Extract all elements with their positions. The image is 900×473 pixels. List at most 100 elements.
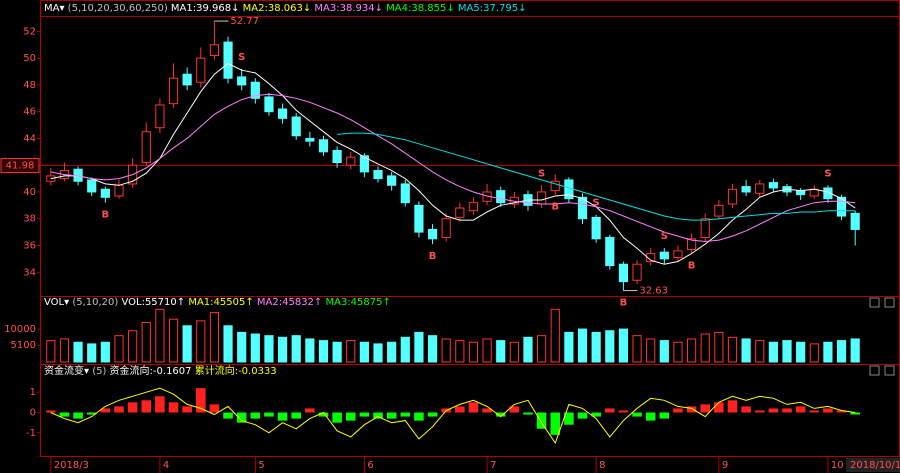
candle-body bbox=[468, 202, 479, 212]
volume-bar bbox=[632, 335, 642, 363]
volume-bar bbox=[823, 341, 833, 363]
signal: S bbox=[824, 168, 831, 179]
candle-body bbox=[632, 263, 642, 281]
x-tick-label: 7 bbox=[490, 460, 496, 471]
volume-bar bbox=[782, 340, 792, 363]
flow-bar bbox=[386, 412, 397, 419]
candle-body bbox=[455, 207, 465, 218]
candle-body bbox=[141, 131, 151, 164]
ma-line bbox=[50, 93, 856, 243]
flow-bar bbox=[836, 410, 847, 413]
flow-bar bbox=[495, 412, 506, 417]
candle-body bbox=[727, 188, 738, 205]
candle-body bbox=[196, 57, 206, 83]
button[interactable] bbox=[869, 297, 880, 308]
button[interactable] bbox=[884, 365, 895, 376]
flow-bar bbox=[850, 412, 860, 415]
candle-body bbox=[700, 218, 710, 238]
volume-bar bbox=[414, 331, 424, 363]
flow-bar bbox=[182, 406, 192, 413]
flow-bar bbox=[659, 412, 670, 419]
volume-bar bbox=[346, 340, 356, 363]
extreme-label: 32.63 bbox=[639, 286, 668, 297]
flow-bar bbox=[482, 408, 492, 413]
y-tick-label: 50 bbox=[23, 53, 36, 64]
flow-bar bbox=[823, 408, 833, 413]
candle-body bbox=[387, 175, 397, 186]
flow-header: 资金流变▾ (5) 资金流向:-0.1607 累计流向:-0.0333 bbox=[44, 364, 277, 377]
candle-body bbox=[346, 156, 356, 166]
y-tick-label: 0 bbox=[30, 408, 36, 419]
flow-bar bbox=[714, 402, 724, 413]
x-tick-label: 9 bbox=[722, 460, 728, 471]
volume-bar bbox=[223, 325, 233, 363]
flow-bar bbox=[550, 412, 561, 435]
volume-bar bbox=[550, 308, 560, 363]
flow-bar bbox=[155, 396, 165, 413]
y-tick-label: 44 bbox=[23, 133, 36, 144]
button[interactable] bbox=[884, 297, 895, 308]
volume-bar bbox=[577, 328, 588, 363]
volume-bar bbox=[564, 331, 574, 363]
candle-body bbox=[550, 180, 560, 192]
candle-body bbox=[114, 184, 124, 197]
extreme-label: 52.77 bbox=[230, 16, 259, 27]
flow-bar bbox=[46, 410, 56, 413]
header-item: MA5:37.795↓ bbox=[458, 3, 527, 14]
candle-body bbox=[768, 182, 778, 189]
header-item: MA1:39.968↓ bbox=[171, 3, 243, 14]
x-tick-label: 5 bbox=[258, 460, 264, 471]
candle-body bbox=[496, 190, 506, 204]
header-item: MA▾ bbox=[44, 3, 65, 14]
flow-bar bbox=[605, 408, 615, 413]
x-tick-label: 2018/3 bbox=[54, 460, 89, 471]
flow-bar bbox=[168, 402, 179, 413]
x-tick-label: 8 bbox=[599, 460, 605, 471]
volume-bar bbox=[250, 333, 260, 363]
candle-body bbox=[414, 204, 424, 233]
header-item: (5) bbox=[92, 366, 109, 377]
volume-bar bbox=[264, 335, 274, 363]
candle-body bbox=[318, 139, 329, 153]
flow-bar bbox=[700, 404, 710, 413]
y-tick-label: 36 bbox=[23, 240, 36, 251]
candle-body bbox=[714, 204, 724, 217]
header-item: MA1:45505↑ bbox=[188, 297, 257, 308]
volume-bar bbox=[182, 325, 192, 363]
flow-bar bbox=[400, 412, 411, 417]
signal: B bbox=[620, 298, 628, 309]
flow-bar bbox=[73, 412, 83, 419]
volume-bar bbox=[400, 336, 410, 363]
volume-bar bbox=[87, 343, 97, 363]
panel-buttons[interactable] bbox=[869, 297, 895, 376]
y-tick-label: 10000 bbox=[4, 324, 36, 335]
candle-body bbox=[305, 137, 315, 142]
candle-body bbox=[155, 104, 165, 129]
volume-bar bbox=[100, 341, 110, 363]
volume-bar bbox=[809, 343, 819, 363]
flow-bar bbox=[686, 406, 697, 413]
flow-bar bbox=[782, 408, 792, 413]
flow-bar bbox=[536, 412, 547, 429]
last-price-label: 41.98 bbox=[6, 160, 35, 171]
candle-body bbox=[605, 236, 615, 267]
x-tick-label: 4 bbox=[163, 460, 169, 471]
candle-body bbox=[823, 187, 833, 200]
flow-bar bbox=[196, 388, 206, 413]
y-tick-label: 38 bbox=[23, 214, 36, 225]
volume-bar bbox=[277, 336, 288, 363]
flow-bar bbox=[591, 412, 601, 417]
volume-bar bbox=[646, 338, 656, 363]
volume-header: VOL▾ (5,10,20) VOL:55710↑ MA1:45505↑ MA2… bbox=[44, 297, 391, 308]
last-price-box bbox=[0, 157, 40, 173]
candle-body bbox=[646, 253, 656, 263]
volume-bar bbox=[496, 340, 506, 363]
flow-bar bbox=[414, 412, 424, 421]
y-tick-label: 34 bbox=[23, 267, 36, 278]
button[interactable] bbox=[869, 365, 880, 376]
y-tick-label: -1 bbox=[26, 428, 36, 439]
candle-body bbox=[182, 73, 192, 86]
volume-bar bbox=[836, 340, 847, 363]
header-item: (5,10,20) bbox=[72, 297, 121, 308]
flow-bar bbox=[86, 412, 97, 415]
